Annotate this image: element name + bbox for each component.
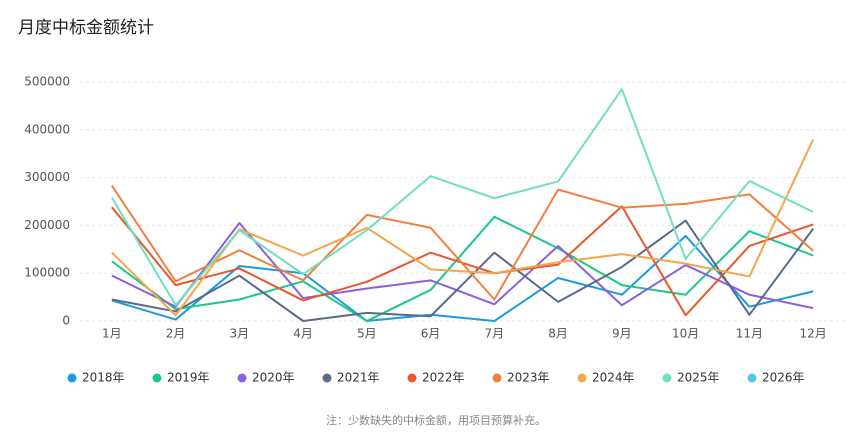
- series-line: [111, 185, 814, 301]
- legend-label: 2022年: [422, 371, 465, 385]
- series-line: [111, 215, 814, 322]
- y-tick-label: 500000: [24, 75, 70, 89]
- y-tick-label: 100000: [24, 266, 70, 280]
- x-tick-label: 12月: [799, 327, 826, 341]
- x-tick-label: 8月: [548, 327, 568, 341]
- legend-swatch: [407, 373, 417, 383]
- legend-label: 2026年: [762, 371, 805, 385]
- legend-label: 2019年: [167, 371, 210, 385]
- series-line: [111, 219, 814, 322]
- y-tick-label: 400000: [24, 122, 70, 136]
- x-tick-label: 4月: [293, 327, 313, 341]
- legend-swatch: [322, 373, 332, 383]
- legend-swatch: [577, 373, 587, 383]
- chart-title: 月度中标金额统计: [18, 18, 154, 38]
- series-line: [111, 222, 814, 310]
- x-tick-label: 10月: [672, 327, 699, 341]
- legend-label: 2021年: [337, 371, 380, 385]
- x-tick-label: 2月: [166, 327, 186, 341]
- note: 注：少数缺失的中标金额，用项目预算补充。: [326, 413, 546, 427]
- legend-label: 2024年: [592, 371, 635, 385]
- x-tick-label: 7月: [485, 327, 505, 341]
- legend-label: 2023年: [507, 371, 550, 385]
- y-tick-label: 200000: [24, 218, 70, 232]
- y-tick-label: 300000: [24, 170, 70, 184]
- series-line: [111, 88, 814, 307]
- legend-swatch: [492, 373, 502, 383]
- y-tick-label: 0: [62, 314, 70, 328]
- x-tick-label: 9月: [612, 327, 632, 341]
- legend-swatch: [662, 373, 672, 383]
- legend-swatch: [152, 373, 162, 383]
- legend-swatch: [67, 373, 77, 383]
- x-tick-label: 1月: [102, 327, 122, 341]
- series-line: [111, 234, 814, 322]
- legend-label: 2018年: [82, 371, 125, 385]
- x-tick-label: 11月: [736, 327, 763, 341]
- legend-label: 2025年: [677, 371, 720, 385]
- legend-label: 2020年: [252, 371, 295, 385]
- legend-swatch: [237, 373, 247, 383]
- x-tick-label: 6月: [421, 327, 441, 341]
- x-tick-label: 3月: [230, 327, 250, 341]
- x-tick-label: 5月: [357, 327, 377, 341]
- legend-swatch: [747, 373, 757, 383]
